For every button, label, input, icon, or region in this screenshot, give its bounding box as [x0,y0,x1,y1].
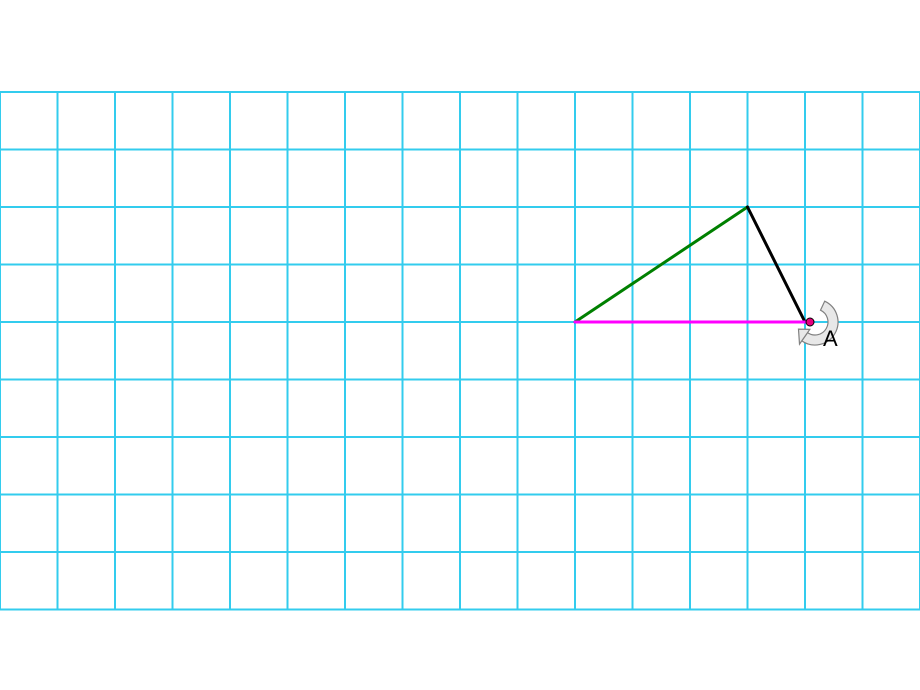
point-a-label: A [823,326,838,351]
point-a-marker [806,318,814,326]
grid [0,92,920,610]
diagram-canvas: A [0,0,920,690]
